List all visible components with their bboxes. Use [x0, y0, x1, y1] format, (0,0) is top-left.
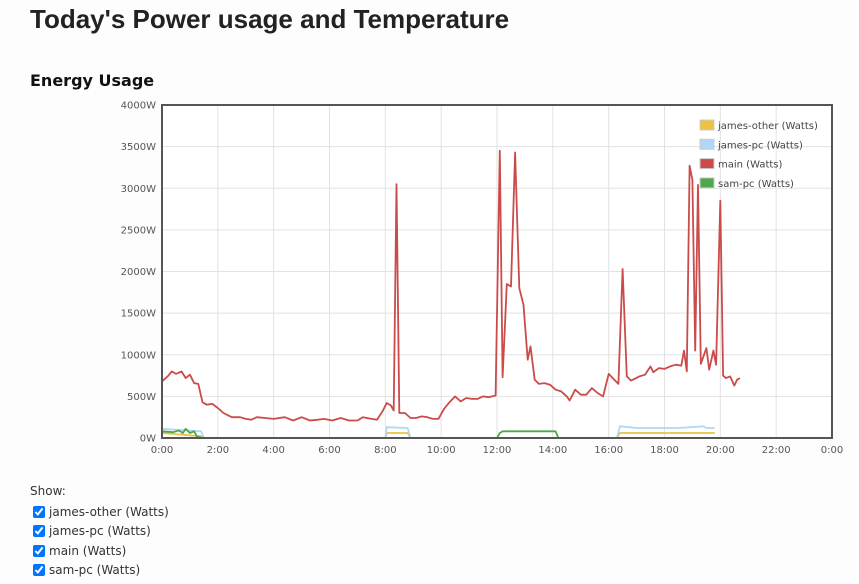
- legend-label: sam-pc (Watts): [718, 179, 794, 190]
- toggle-label: sam-pc (Watts): [49, 563, 141, 578]
- series-visibility-panel: Show: james-other (Watts) james-pc (Watt…: [30, 484, 169, 580]
- toggle-james-pc[interactable]: james-pc (Watts): [33, 522, 169, 542]
- section-title: Energy Usage: [30, 71, 155, 90]
- legend-swatch: [699, 177, 715, 189]
- legend-swatch: [699, 158, 715, 170]
- x-tick-label: 2:00: [207, 445, 229, 456]
- legend-label: main (Watts): [718, 160, 782, 171]
- x-axis-ticks: 0:00 2:00 4:00 6:00 8:00 10:00 12:00 14:00 16:00…: [151, 445, 843, 456]
- y-tick-label: 2000W: [121, 267, 156, 278]
- toggle-label: main (Watts): [49, 543, 127, 558]
- x-tick-label: 0:00: [821, 445, 843, 456]
- x-tick-label: 4:00: [262, 445, 284, 456]
- x-tick-label: 18:00: [650, 445, 679, 456]
- checkbox-sam-pc[interactable]: [33, 564, 45, 577]
- y-axis-ticks: 0W 500W 1000W 1500W 2000W 2500W 3000W 3500W 4000…: [121, 101, 156, 445]
- x-tick-label: 16:00: [594, 445, 623, 456]
- x-tick-label: 22:00: [762, 445, 791, 456]
- checkbox-james-other[interactable]: [33, 505, 45, 518]
- y-tick-label: 1500W: [121, 309, 156, 320]
- toggle-label: james-pc (Watts): [49, 524, 151, 539]
- y-tick-label: 1000W: [121, 350, 156, 361]
- x-tick-label: 14:00: [538, 445, 567, 456]
- toggle-james-other[interactable]: james-other (Watts): [33, 502, 169, 522]
- y-tick-label: 2500W: [121, 225, 156, 236]
- series-line-2: [161, 149, 741, 422]
- page-title: Today's Power usage and Temperature: [30, 4, 510, 34]
- y-tick-label: 4000W: [121, 101, 156, 112]
- y-tick-label: 3500W: [121, 142, 156, 153]
- legend-label: james-pc (Watts): [717, 140, 803, 151]
- x-tick-label: 10:00: [427, 445, 456, 456]
- x-tick-label: 0:00: [151, 445, 173, 456]
- chart-legend: james-other (Watts) james-pc (Watts) main …: [699, 119, 818, 190]
- y-tick-label: 500W: [127, 392, 156, 403]
- legend-swatch: [699, 138, 715, 150]
- legend-label: james-other (Watts): [717, 121, 818, 132]
- y-tick-label: 3000W: [121, 184, 156, 195]
- plot-border: [161, 104, 833, 439]
- show-label: Show:: [30, 484, 66, 498]
- energy-usage-chart: 0W 500W 1000W 1500W 2000W 2500W 3000W 3500W 4000…: [121, 101, 844, 457]
- toggle-main[interactable]: main (Watts): [33, 541, 169, 561]
- toggle-label: james-other (Watts): [49, 504, 169, 519]
- toggle-sam-pc[interactable]: sam-pc (Watts): [33, 561, 169, 581]
- y-tick-label: 0W: [140, 434, 156, 445]
- legend-swatch: [699, 119, 715, 131]
- x-tick-label: 8:00: [374, 445, 396, 456]
- checkbox-main[interactable]: [33, 544, 45, 557]
- checkbox-james-pc[interactable]: [33, 525, 45, 538]
- x-tick-label: 12:00: [483, 445, 512, 456]
- x-tick-label: 20:00: [706, 445, 735, 456]
- x-tick-label: 6:00: [318, 445, 340, 456]
